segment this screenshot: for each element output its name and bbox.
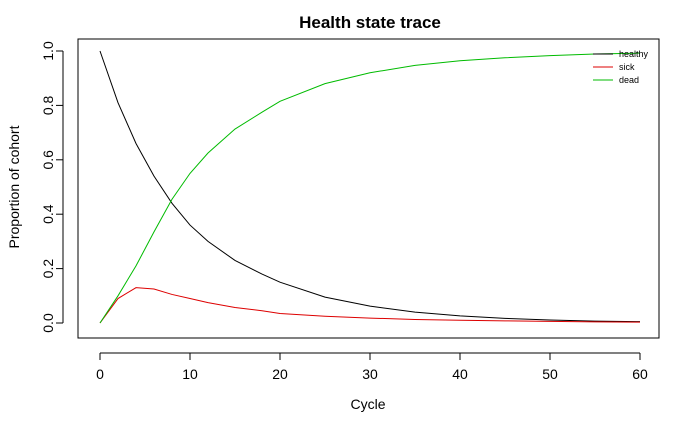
chart-title: Health state trace: [299, 13, 441, 32]
x-tick-label: 10: [182, 366, 198, 382]
y-tick-label: 0.0: [40, 313, 56, 333]
y-axis-label: Proportion of cohort: [6, 125, 22, 248]
series-lines: [99, 50, 641, 324]
legend-label-healthy: healthy: [619, 49, 649, 59]
plot-area-box: [77, 38, 660, 339]
legend-label-dead: dead: [619, 75, 639, 85]
axes: 0 10 20 30 40 50 60 0.0 0.2 0.4 0.6 0.8 1.0: [40, 41, 648, 382]
x-tick-label: 50: [542, 366, 558, 382]
series-line-sick: [99, 287, 641, 324]
series-line-dead: [99, 52, 641, 324]
x-tick-label: 40: [452, 366, 468, 382]
y-tick-label: 1.0: [40, 41, 56, 61]
x-axis-label: Cycle: [350, 396, 385, 412]
y-tick-label: 0.6: [40, 150, 56, 170]
y-tick-label: 0.8: [40, 95, 56, 115]
legend: healthy sick dead: [593, 49, 649, 85]
series-line-healthy: [99, 50, 641, 323]
x-tick-label: 30: [362, 366, 378, 382]
x-tick-label: 0: [96, 366, 104, 382]
y-tick-label: 0.2: [40, 259, 56, 279]
y-tick-label: 0.4: [40, 204, 56, 224]
x-tick-label: 20: [272, 366, 288, 382]
x-tick-label: 60: [632, 366, 648, 382]
legend-label-sick: sick: [619, 62, 635, 72]
